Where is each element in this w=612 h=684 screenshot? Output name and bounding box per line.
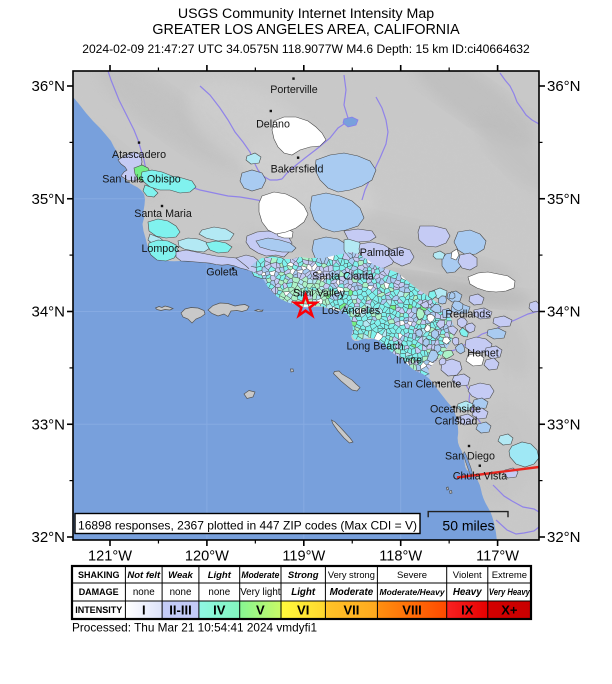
svg-text:32°N: 32°N: [31, 529, 65, 546]
svg-text:120°W: 120°W: [185, 549, 229, 565]
svg-text:Long Beach: Long Beach: [346, 341, 403, 353]
svg-text:Carlsbad: Carlsbad: [435, 416, 478, 428]
svg-text:San Luis Obispo: San Luis Obispo: [102, 174, 180, 186]
svg-text:Severe: Severe: [397, 570, 427, 581]
svg-text:Moderate/Heavy: Moderate/Heavy: [380, 587, 446, 597]
svg-text:34°N: 34°N: [547, 304, 581, 321]
svg-text:Delano: Delano: [256, 119, 290, 131]
svg-text:32°N: 32°N: [547, 529, 581, 546]
svg-text:Los Angeles: Los Angeles: [322, 305, 380, 317]
svg-text:Oceanside: Oceanside: [430, 404, 481, 416]
svg-text:San Clemente: San Clemente: [394, 379, 462, 391]
svg-text:16898 responses, 2367 plotted: 16898 responses, 2367 plotted in 447 ZIP…: [78, 519, 417, 533]
svg-text:33°N: 33°N: [547, 416, 581, 433]
svg-text:119°W: 119°W: [282, 549, 325, 565]
svg-text:Very strong: Very strong: [328, 570, 375, 580]
svg-text:34°N: 34°N: [31, 304, 65, 321]
svg-text:Simi Valley: Simi Valley: [293, 288, 346, 300]
svg-text:none: none: [170, 587, 192, 598]
svg-text:Palmdale: Palmdale: [360, 247, 405, 259]
svg-text:50 miles: 50 miles: [442, 518, 494, 534]
svg-text:Chula Vista: Chula Vista: [453, 471, 508, 483]
svg-text:Not felt: Not felt: [127, 570, 161, 581]
svg-text:VII: VII: [343, 603, 359, 618]
svg-text:VIII: VIII: [402, 603, 422, 618]
svg-text:Atascadero: Atascadero: [112, 149, 166, 161]
svg-text:Very light: Very light: [240, 587, 281, 598]
svg-text:Weak: Weak: [168, 570, 193, 581]
svg-text:Strong: Strong: [288, 570, 319, 581]
svg-text:Extreme: Extreme: [492, 570, 527, 581]
svg-text:Light: Light: [208, 570, 232, 581]
svg-text:Heavy: Heavy: [453, 587, 482, 598]
svg-text:118°W: 118°W: [379, 549, 422, 565]
svg-text:117°W: 117°W: [476, 549, 519, 565]
svg-text:33°N: 33°N: [31, 416, 65, 433]
svg-text:Porterville: Porterville: [270, 84, 318, 96]
svg-text:San Diego: San Diego: [445, 451, 495, 463]
svg-text:Santa Clarita: Santa Clarita: [312, 271, 374, 283]
svg-text:Violent: Violent: [453, 570, 482, 581]
svg-text:Very Heavy: Very Heavy: [489, 587, 531, 597]
svg-text:GREATER LOS ANGELES AREA, CALI: GREATER LOS ANGELES AREA, CALIFORNIA: [152, 22, 460, 38]
svg-text:35°N: 35°N: [547, 191, 581, 208]
svg-text:Redlands: Redlands: [445, 309, 490, 321]
svg-text:Light: Light: [291, 587, 316, 598]
svg-text:Lompoc: Lompoc: [141, 243, 180, 255]
svg-text:Processed: Thu Mar 21 10:54:41: Processed: Thu Mar 21 10:54:41 2024 vmdy…: [72, 621, 317, 635]
svg-text:none: none: [208, 587, 230, 598]
svg-text:SHAKING: SHAKING: [78, 570, 120, 580]
svg-text:INTENSITY: INTENSITY: [75, 605, 122, 615]
svg-text:USGS Community Internet Intens: USGS Community Internet Intensity Map: [178, 6, 434, 22]
svg-text:36°N: 36°N: [31, 78, 65, 95]
svg-text:2024-02-09 21:47:27 UTC 34.057: 2024-02-09 21:47:27 UTC 34.0575N 118.907…: [82, 42, 530, 56]
svg-text:IX: IX: [461, 603, 474, 618]
svg-text:Moderate: Moderate: [330, 587, 374, 598]
svg-text:X+: X+: [501, 603, 518, 618]
svg-text:Bakersfield: Bakersfield: [271, 164, 324, 176]
svg-text:36°N: 36°N: [547, 78, 581, 95]
svg-text:none: none: [133, 587, 155, 598]
svg-text:35°N: 35°N: [31, 191, 65, 208]
svg-text:VI: VI: [297, 603, 309, 618]
svg-text:DAMAGE: DAMAGE: [79, 587, 119, 597]
svg-text:Irvine: Irvine: [396, 355, 422, 367]
svg-text:Moderate: Moderate: [241, 570, 280, 581]
svg-text:Santa Maria: Santa Maria: [134, 208, 192, 220]
svg-text:II-III: II-III: [169, 603, 191, 618]
svg-text:Goleta: Goleta: [206, 267, 238, 279]
svg-text:Hemet: Hemet: [467, 348, 499, 360]
svg-text:I: I: [142, 603, 146, 618]
svg-text:121°W: 121°W: [88, 549, 132, 565]
svg-text:V: V: [256, 603, 265, 618]
svg-text:IV: IV: [213, 603, 226, 618]
